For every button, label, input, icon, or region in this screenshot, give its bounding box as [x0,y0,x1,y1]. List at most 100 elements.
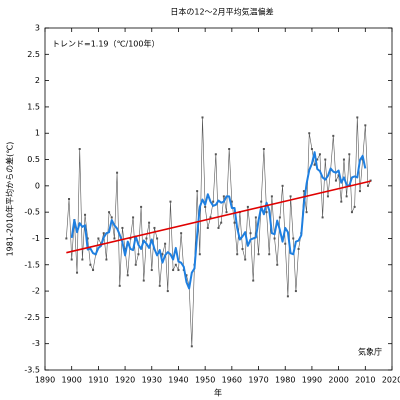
y-tick-label: -3 [32,339,40,348]
point [84,213,87,216]
y-tick-label: 2.5 [27,50,40,59]
point [86,237,89,240]
point [316,158,319,161]
point [257,253,260,256]
x-tick-label: 2020 [382,376,400,385]
plot-frame [44,27,393,371]
x-tick-label: 1890 [35,376,55,385]
x-tick-label: 1940 [168,376,188,385]
point [254,216,257,219]
point [156,237,159,240]
point [132,216,135,219]
point [172,269,175,272]
x-tick-label: 2010 [355,376,375,385]
point [268,253,271,256]
point [364,124,367,127]
point [89,263,92,266]
series-line [70,151,367,290]
point [102,232,105,235]
point [345,195,348,198]
point [350,211,353,214]
point [113,237,116,240]
point [118,284,121,287]
point [270,195,273,198]
point [164,242,167,245]
point [236,253,239,256]
point [246,205,249,208]
point [97,237,100,240]
point [185,274,188,277]
point [153,226,156,229]
point [161,253,164,256]
y-tick-label: 3 [35,24,40,33]
point [134,263,137,266]
x-tick-label: 1950 [195,376,215,385]
point [129,237,132,240]
point [230,200,233,203]
x-tick-label: 1960 [222,376,242,385]
point [340,200,343,203]
point [124,247,127,250]
point [310,148,313,151]
x-tick-label: 1930 [142,376,162,385]
point [121,226,124,229]
point [177,269,180,272]
point [166,290,169,293]
point [348,153,351,156]
annotation: トレンド=1.19（℃/100年） [52,39,159,49]
point [180,232,183,235]
x-tick-label: 1970 [248,376,268,385]
point [297,247,300,250]
y-tick-label: -1.5 [24,260,40,269]
point [337,174,340,177]
point [81,258,84,261]
x-tick-label: 1920 [115,376,135,385]
point [313,163,316,166]
point [214,153,217,156]
y-tick-label: 1 [35,129,40,138]
point [140,205,143,208]
point [209,216,212,219]
point [78,148,81,151]
point [321,216,324,219]
point [204,205,207,208]
point [196,190,199,193]
y-tick-label: -2.5 [24,313,40,322]
point [286,295,289,298]
point [108,211,111,214]
y-tick-label: 1.5 [27,102,40,111]
x-axis-label: 年 [214,388,222,398]
point [356,116,359,119]
point [260,200,263,203]
point [174,263,177,266]
point [201,116,204,119]
point [217,226,220,229]
point [137,253,140,256]
x-tick-label: 1980 [275,376,295,385]
y-tick-label: 2 [35,76,40,85]
point [324,158,327,161]
point [273,237,276,240]
point [148,221,151,224]
x-tick-label: 1910 [88,376,108,385]
point [278,216,281,219]
point [145,237,148,240]
point [70,258,73,261]
point [308,132,311,135]
point [241,247,244,250]
source: 気象庁 [358,347,382,357]
point [262,148,265,151]
point [332,134,335,137]
y-tick-label: -3.5 [24,366,40,375]
point [68,198,71,200]
chart-title: 日本の12～2月平均気温偏差 [170,7,273,17]
point [305,211,308,214]
y-tick-label: -2 [32,287,40,296]
point [284,242,287,245]
y-tick-label: -0.5 [24,208,40,217]
point [244,258,247,261]
point [65,237,68,240]
y-tick-label: 0 [35,181,40,190]
point [198,253,201,256]
point [142,279,145,282]
